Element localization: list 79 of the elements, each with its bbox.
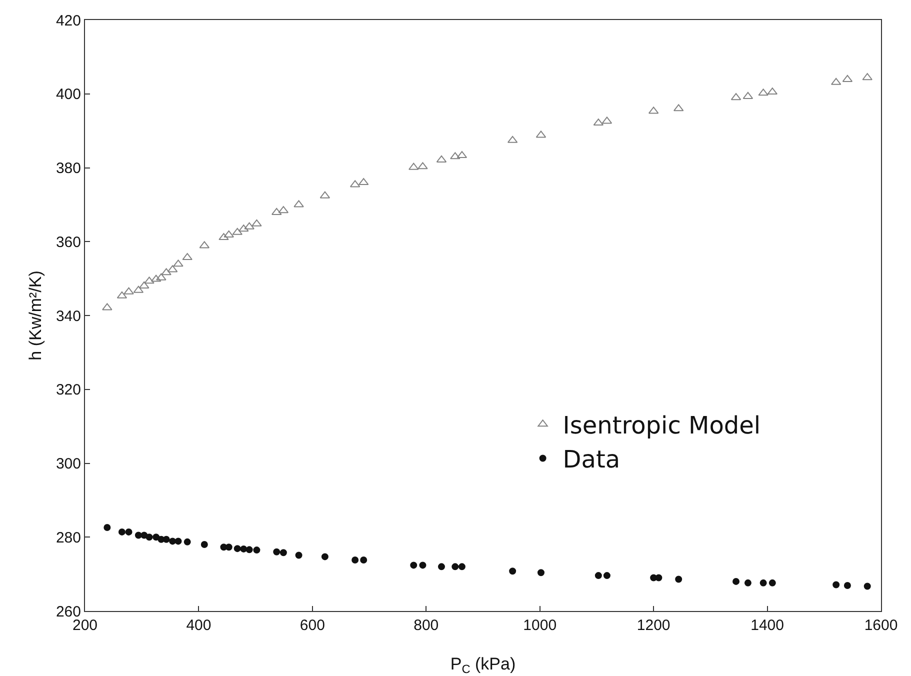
x-tick-label: 600	[300, 617, 325, 634]
point	[232, 228, 242, 235]
point	[238, 224, 249, 232]
point	[184, 538, 191, 546]
point	[144, 276, 154, 284]
point	[760, 579, 767, 586]
x-tick-label: 1600	[864, 617, 898, 634]
y-tick-label: 340	[56, 308, 81, 325]
point	[161, 268, 172, 276]
x-tick-label: 800	[414, 617, 439, 634]
point	[768, 579, 776, 586]
point	[321, 553, 328, 560]
point	[452, 563, 459, 570]
point	[509, 568, 516, 575]
point	[280, 549, 287, 556]
point	[419, 562, 426, 569]
point	[162, 536, 170, 543]
point	[253, 546, 260, 554]
point	[458, 563, 466, 570]
point	[732, 578, 740, 585]
point	[218, 233, 229, 240]
point	[225, 544, 232, 551]
point	[246, 546, 253, 554]
x-axis-title: P$_{C}$ (kPa)	[450, 654, 516, 676]
point	[146, 534, 153, 541]
y-tick-label: 320	[56, 382, 81, 399]
point	[102, 303, 112, 310]
point	[134, 532, 142, 539]
point	[675, 576, 682, 583]
point	[273, 548, 280, 556]
point	[594, 572, 602, 580]
point	[124, 287, 134, 294]
point	[864, 582, 871, 590]
point	[537, 569, 544, 576]
point	[252, 219, 262, 226]
point	[152, 534, 160, 541]
y-tick-label: 300	[56, 456, 81, 472]
point	[418, 162, 428, 170]
point	[450, 152, 460, 160]
point	[410, 562, 418, 569]
point	[744, 579, 752, 586]
y-tick-label: 400	[56, 86, 81, 104]
point	[125, 528, 132, 536]
point	[832, 581, 840, 588]
y-tick-label: 280	[56, 529, 81, 546]
point	[360, 556, 368, 564]
point	[234, 545, 241, 552]
x-tick-label: 400	[186, 617, 212, 634]
legend-label: Data	[562, 446, 620, 474]
point	[104, 524, 111, 532]
point	[182, 253, 192, 260]
point	[603, 572, 610, 580]
point	[655, 574, 662, 582]
point	[758, 88, 768, 96]
x-tick-label: 1400	[750, 617, 784, 634]
point	[156, 273, 166, 280]
x-tick-label: 1200	[636, 617, 670, 634]
point	[169, 538, 176, 545]
point	[224, 230, 234, 238]
point	[438, 563, 445, 570]
y-tick-label: 420	[56, 12, 81, 30]
point	[244, 222, 254, 230]
point	[352, 556, 359, 564]
point	[139, 281, 150, 288]
point	[173, 260, 184, 267]
point	[240, 545, 248, 552]
point	[408, 162, 419, 170]
y-tick-label: 380	[56, 160, 81, 177]
legend-label: Isentropic Model	[562, 411, 761, 440]
x-tick-label: 1000	[523, 617, 557, 634]
point	[844, 582, 851, 590]
point	[200, 541, 208, 548]
point	[174, 538, 182, 545]
point	[118, 528, 126, 536]
point	[294, 200, 304, 208]
y-tick-label: 360	[56, 234, 81, 251]
y-axis-title: h (Kw/m²/K)	[26, 270, 45, 360]
point	[862, 73, 872, 80]
point	[295, 552, 302, 559]
